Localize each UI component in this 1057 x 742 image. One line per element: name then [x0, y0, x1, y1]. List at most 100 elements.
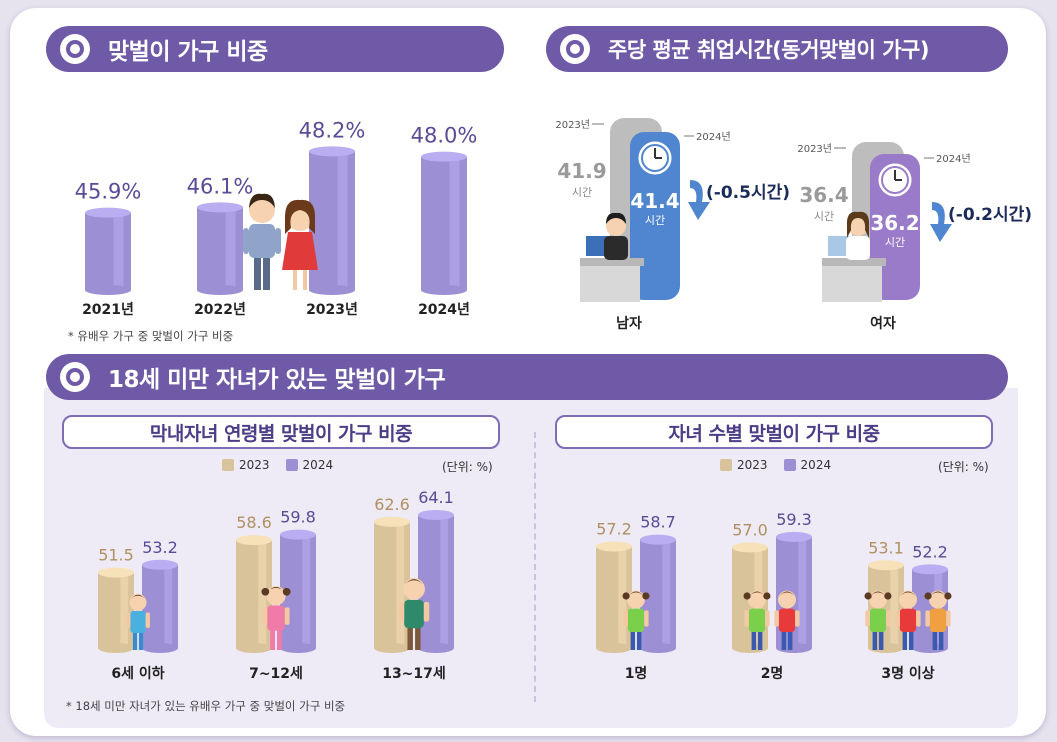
leg [781, 630, 787, 650]
bar-base [142, 643, 178, 653]
bar-top [732, 542, 768, 553]
bar-top [85, 207, 131, 218]
ponytail [743, 592, 751, 600]
bar-highlight [618, 546, 627, 648]
age-tick-label-7~12세: 7~12세 [249, 666, 303, 682]
arm [262, 607, 268, 625]
child-illustration [774, 590, 800, 650]
arm [744, 610, 749, 627]
age-bar-2024-13~17세 [418, 509, 454, 653]
head [627, 590, 645, 609]
bar-base [280, 643, 316, 653]
series-label-2023-여자: 2023년 [797, 143, 832, 155]
value-label-2024년: 48.0% [411, 124, 478, 148]
torso [627, 608, 645, 632]
value-2023-남자: 41.9 [557, 159, 606, 183]
dress [282, 232, 318, 270]
leg [630, 630, 636, 650]
torso [869, 608, 887, 632]
arm [275, 228, 281, 254]
down-arrow-icon [688, 180, 710, 220]
arm [284, 607, 290, 625]
bar-2021년 [85, 207, 131, 295]
leg [757, 630, 763, 650]
count-bar-2024-2명 [776, 531, 812, 653]
desk-top [580, 258, 644, 266]
change-label-여자: (-0.2시간) [948, 205, 1032, 225]
bar-highlight [440, 514, 449, 648]
age-bar-2023-13~17세 [374, 516, 410, 653]
legend-label-2024: 2024 [800, 458, 832, 472]
value-label-2021년: 45.9% [75, 180, 142, 204]
arm [886, 610, 891, 627]
hair [899, 591, 917, 598]
ponytail [763, 592, 771, 600]
bullet-ring-icon [60, 362, 90, 392]
age-value-2023-13~17세: 62.6 [374, 495, 410, 514]
bar-2024년 [421, 151, 467, 295]
series-label-2023-남자: 2023년 [555, 119, 590, 131]
bar-top [421, 151, 467, 162]
leg [254, 256, 261, 290]
bullet-ring-icon [60, 34, 90, 64]
bar-base [732, 643, 768, 653]
bar-body [142, 564, 178, 648]
bar-base [421, 285, 467, 295]
children-count-subtitle: 자녀 수별 맞벌이 가구 비중 [555, 415, 993, 449]
bar-base [85, 285, 131, 295]
legend-swatch-2024 [783, 459, 796, 471]
bar-top [418, 509, 454, 520]
tick-label-2021년: 2021년 [82, 302, 134, 318]
down-arrow-icon [930, 202, 952, 242]
torso [404, 599, 424, 629]
charts-canvas: 45.9% 2021년 46.1% 2022년 48.2% 2023년 48.0% 2024년… [75, 118, 1032, 682]
worker-illustration [846, 211, 870, 260]
bar-2022년 [197, 202, 243, 295]
bar-top [98, 567, 134, 578]
arm [423, 602, 430, 622]
legend-swatch-2023 [222, 459, 234, 471]
torso [778, 608, 796, 632]
head [778, 590, 796, 609]
mother-illustration [282, 199, 318, 290]
unit-2023-남자: 시간 [572, 186, 592, 199]
head [249, 197, 275, 223]
bar-body [85, 212, 131, 290]
head [748, 590, 766, 609]
bar-body [421, 156, 467, 290]
worker-head [606, 216, 626, 236]
leg [787, 630, 793, 650]
bar-base [596, 643, 632, 653]
legend-right: 2023 2024 [720, 458, 831, 472]
count-value-2023-2명: 57.0 [732, 520, 768, 539]
age-value-2024-6세 이하: 53.2 [142, 538, 178, 557]
leg [270, 628, 276, 650]
leg [751, 630, 757, 650]
ponytail [884, 592, 892, 600]
series-label-2024-여자: 2024년 [936, 153, 971, 165]
age-value-2024-13~17세: 64.1 [418, 488, 454, 507]
torso [899, 608, 917, 632]
head [869, 590, 887, 609]
hair [266, 586, 286, 594]
leg [938, 630, 944, 650]
child-illustration [622, 590, 650, 650]
worker-torso [604, 236, 628, 260]
unit-2023-여자: 시간 [814, 210, 834, 223]
arm [916, 610, 921, 627]
bar-body [98, 572, 134, 648]
bar-top [776, 531, 812, 542]
father-illustration [243, 193, 281, 290]
dual-income-note: * 유배우 가구 중 맞벌이 가구 비중 [68, 329, 234, 343]
child-illustration [743, 590, 771, 650]
children-title: 18세 미만 자녀가 있는 맞벌이 가구 [108, 367, 446, 393]
hair [403, 579, 425, 587]
desk-top [822, 258, 886, 266]
legend-left: 2023 2024 [222, 458, 333, 472]
tick-label-2022년: 2022년 [194, 302, 246, 318]
ponytail [622, 592, 630, 600]
arm [126, 612, 131, 628]
legend-label-2024: 2024 [302, 458, 334, 472]
clock-rim [881, 166, 909, 194]
arm [623, 610, 628, 627]
